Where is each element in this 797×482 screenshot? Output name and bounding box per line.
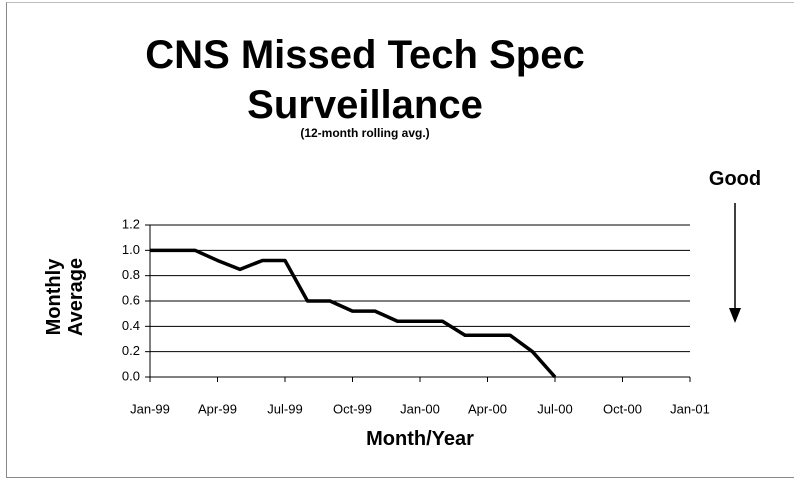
chart-title: CNS Missed Tech Spec Surveillance bbox=[145, 33, 585, 127]
x-tick-label: Jul-00 bbox=[537, 401, 572, 416]
x-tick-label: Oct-99 bbox=[333, 401, 372, 416]
y-tick-label: 0.2 bbox=[122, 343, 140, 358]
annotation: Good bbox=[708, 168, 762, 190]
x-tick-label: Jan-00 bbox=[400, 401, 440, 416]
x-axis-label: Month/Year bbox=[366, 428, 474, 450]
y-tick-label: 1.0 bbox=[122, 242, 140, 257]
x-tick-label: Jan-01 bbox=[670, 401, 710, 416]
y-tick-label: 0.4 bbox=[122, 318, 140, 333]
chart-subtitle: (12-month rolling avg.) bbox=[300, 126, 430, 140]
x-tick-label: Jul-99 bbox=[267, 401, 302, 416]
y-tick-label: 1.2 bbox=[122, 216, 140, 231]
arrow-head bbox=[729, 308, 741, 323]
data-line bbox=[150, 248, 557, 379]
y-tick-label: 0.0 bbox=[122, 368, 140, 383]
x-tick-label: Oct-00 bbox=[603, 401, 642, 416]
y-tick-label: 0.6 bbox=[122, 292, 140, 307]
x-tick-label: Apr-99 bbox=[198, 401, 237, 416]
y-tick-label: 0.8 bbox=[122, 267, 140, 282]
x-tick-label: Jan-99 bbox=[130, 401, 170, 416]
frame bbox=[6, 2, 794, 478]
x-tick-label: Apr-00 bbox=[468, 401, 507, 416]
